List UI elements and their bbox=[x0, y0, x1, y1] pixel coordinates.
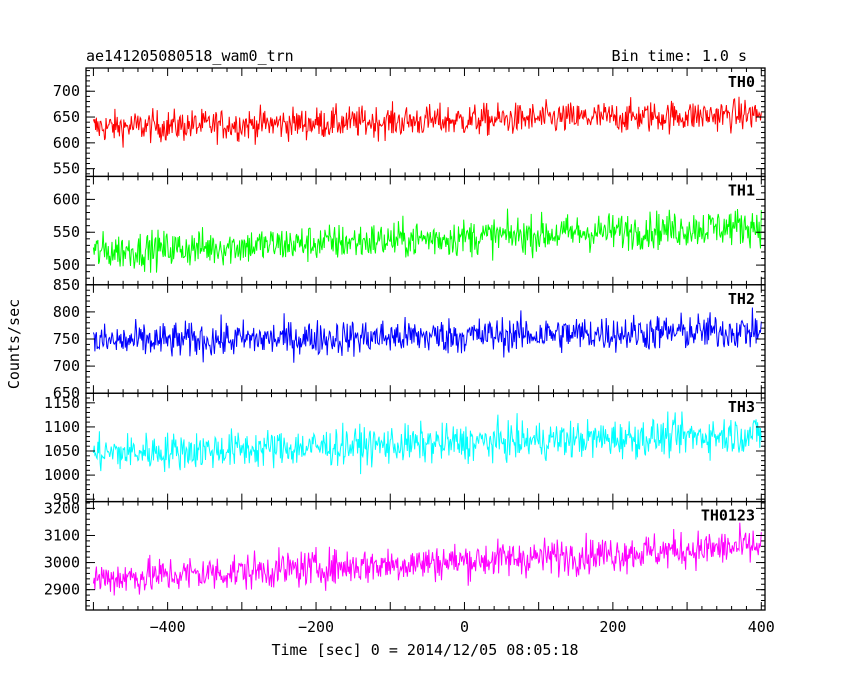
x-axis: −400 −200 0 200 400 bbox=[150, 618, 775, 636]
y-tick-label: 3100 bbox=[44, 526, 80, 544]
y-tick-label: 550 bbox=[53, 223, 80, 241]
bin-time-label: Bin time: 1.0 s bbox=[612, 47, 747, 65]
y-tick-label: 700 bbox=[53, 82, 80, 100]
panel-th0: 550 600 650 700 TH0 bbox=[53, 67, 766, 178]
y-tick-label: 950 bbox=[53, 490, 80, 508]
series-line-th2 bbox=[92, 307, 762, 363]
y-tick-label: 800 bbox=[53, 303, 80, 321]
panel-frame bbox=[85, 175, 766, 286]
panels-group: 550 600 650 700 TH0 500 550 600 TH1 650 700 750 800 8… bbox=[44, 67, 766, 611]
panel-th1: 500 550 600 TH1 bbox=[53, 175, 766, 286]
x-tick-label: 400 bbox=[748, 618, 775, 636]
panel-th2: 650 700 750 800 850 TH2 bbox=[53, 276, 766, 402]
panel-label: TH2 bbox=[728, 290, 755, 308]
y-tick-label: 850 bbox=[53, 276, 80, 294]
chart-title: ae141205080518_wam0_trn bbox=[86, 47, 294, 65]
y-tick-label: 3200 bbox=[44, 499, 80, 517]
x-tick-label: 0 bbox=[460, 618, 469, 636]
y-tick-label: 500 bbox=[53, 256, 80, 274]
x-tick-label: −200 bbox=[298, 618, 334, 636]
panel-label: TH0123 bbox=[701, 507, 755, 525]
series-line-th1 bbox=[92, 208, 762, 273]
panel-label: TH1 bbox=[728, 181, 755, 199]
y-tick-label: 1100 bbox=[44, 418, 80, 436]
y-tick-label: 650 bbox=[53, 384, 80, 402]
y-tick-label: 600 bbox=[53, 134, 80, 152]
panel-th3: 950 1000 1050 1100 1150 TH3 bbox=[44, 392, 766, 508]
y-tick-label: 1000 bbox=[44, 466, 80, 484]
y-tick-label: 1150 bbox=[44, 394, 80, 412]
panel-label: TH0 bbox=[728, 73, 755, 91]
y-tick-label: 600 bbox=[53, 190, 80, 208]
series-line-th0123 bbox=[92, 522, 762, 596]
y-tick-label: 650 bbox=[53, 108, 80, 126]
y-tick-label: 3000 bbox=[44, 554, 80, 572]
y-tick-label: 2900 bbox=[44, 581, 80, 599]
series-line-th3 bbox=[92, 411, 762, 475]
panel-label: TH3 bbox=[728, 398, 755, 416]
x-tick-label: −400 bbox=[150, 618, 186, 636]
y-tick-label: 550 bbox=[53, 160, 80, 178]
y-tick-label: 700 bbox=[53, 357, 80, 375]
x-axis-label: Time [sec] 0 = 2014/12/05 08:05:18 bbox=[271, 641, 578, 659]
y-tick-label: 1050 bbox=[44, 442, 80, 460]
series-line-th0 bbox=[92, 96, 762, 148]
x-tick-label: 200 bbox=[599, 618, 626, 636]
panel-frame bbox=[85, 500, 766, 611]
panel-th0123: 2900 3000 3100 3200 TH0123 bbox=[44, 499, 766, 611]
y-tick-label: 750 bbox=[53, 330, 80, 348]
y-axis-label: Counts/sec bbox=[5, 299, 23, 389]
